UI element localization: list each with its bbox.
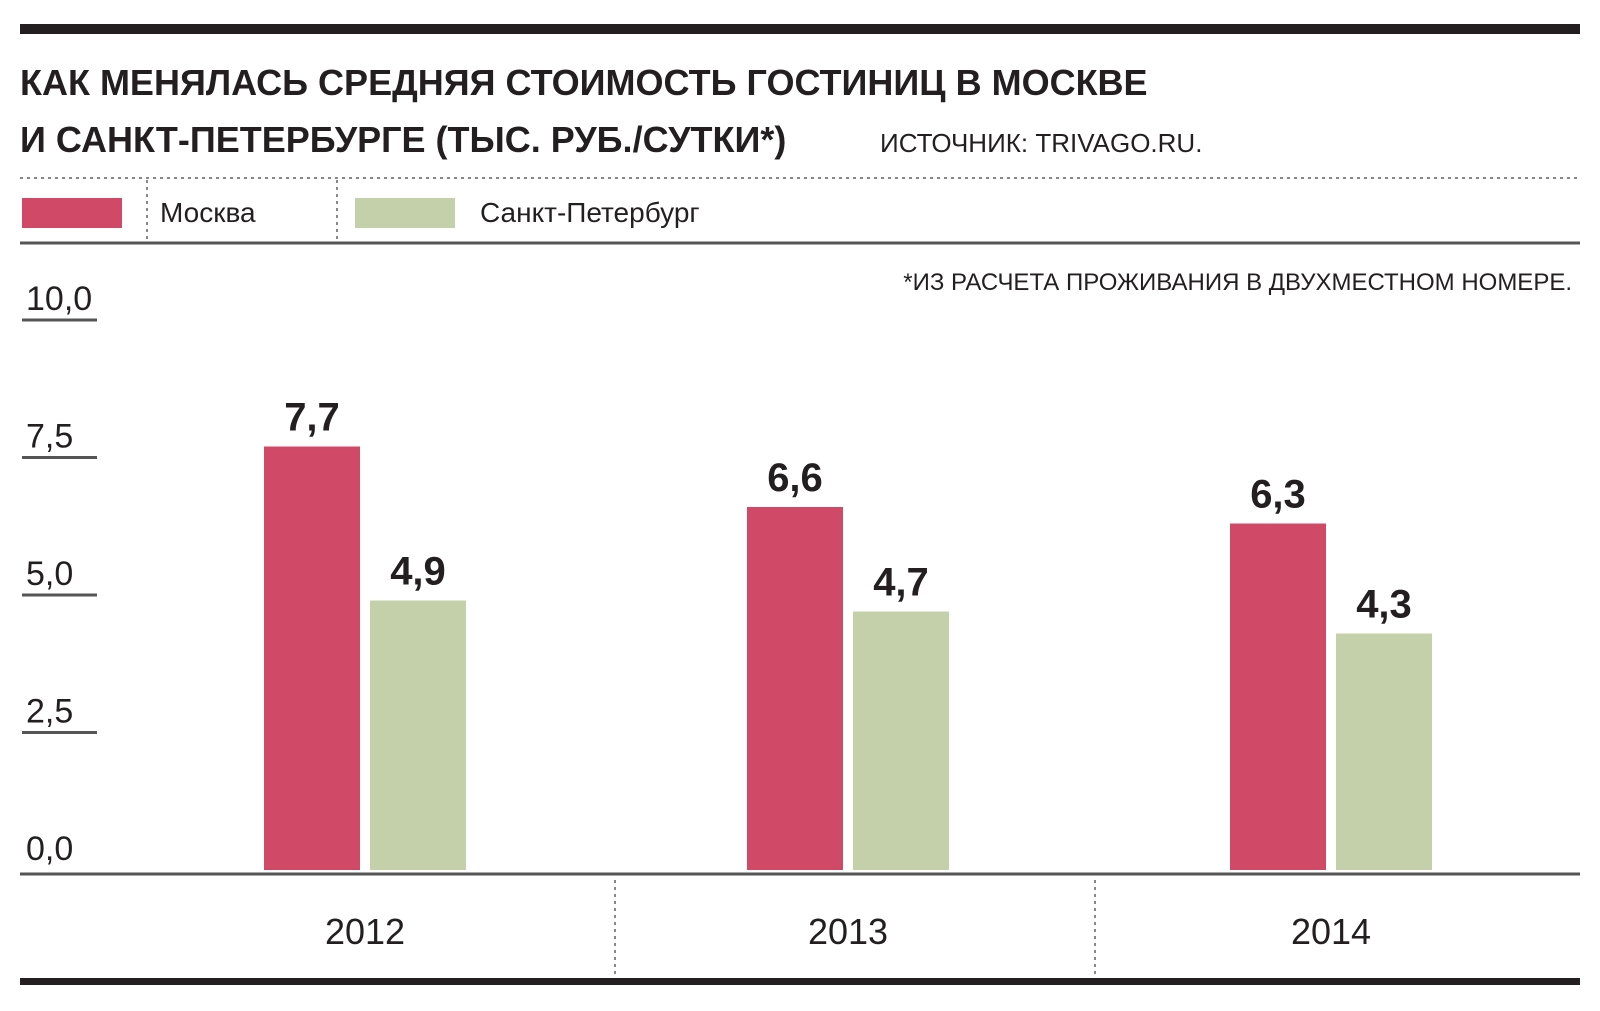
legend-label-moscow: Москва (160, 197, 256, 228)
y-tick-label: 10,0 (26, 280, 92, 318)
bar-moscow-2014 (1230, 523, 1326, 870)
chart-title-line2: И САНКТ-ПЕТЕРБУРГЕ (ТЫС. РУБ./СУТКИ*) (20, 119, 786, 160)
data-label-spb-2013: 4,7 (873, 561, 929, 605)
bar-spb-2014 (1336, 633, 1432, 870)
chart-title-line1: КАК МЕНЯЛАСЬ СРЕДНЯЯ СТОИМОСТЬ ГОСТИНИЦ … (20, 62, 1148, 103)
legend-swatch-moscow (22, 198, 122, 228)
y-tick-label: 0,0 (26, 830, 73, 868)
top-rule (20, 24, 1580, 34)
legend-swatch-spb (355, 198, 455, 228)
bar-spb-2012 (370, 600, 466, 870)
y-tick-label: 2,5 (26, 693, 73, 731)
y-tick-label: 7,5 (26, 418, 73, 456)
footnote: *ИЗ РАСЧЕТА ПРОЖИВАНИЯ В ДВУХМЕСТНОМ НОМ… (903, 269, 1572, 296)
legend-label-spb: Санкт-Петербург (480, 197, 700, 228)
bar-spb-2013 (853, 611, 949, 870)
x-tick-label: 2013 (808, 911, 888, 952)
data-label-spb-2014: 4,3 (1356, 583, 1412, 627)
source-note: ИСТОЧНИК: TRIVAGO.RU. (880, 128, 1202, 158)
x-tick-label: 2014 (1291, 911, 1371, 952)
data-label-spb-2012: 4,9 (390, 550, 446, 594)
data-label-moscow-2013: 6,6 (767, 456, 823, 500)
y-tick-label: 5,0 (26, 555, 73, 593)
bars-group: 7,7 4,9 6,6 4,7 6,3 4,3 (264, 396, 1432, 870)
data-label-moscow-2012: 7,7 (284, 396, 340, 440)
data-label-moscow-2014: 6,3 (1250, 473, 1306, 517)
x-tick-label: 2012 (325, 911, 405, 952)
x-axis: 2012 2013 2014 (325, 880, 1371, 975)
legend: Москва Санкт-Петербург (22, 197, 700, 228)
y-axis: 0,0 2,5 5,0 7,5 10,0 (22, 280, 97, 868)
bar-moscow-2012 (264, 446, 360, 870)
bar-moscow-2013 (747, 507, 843, 870)
bottom-rule (20, 978, 1580, 985)
